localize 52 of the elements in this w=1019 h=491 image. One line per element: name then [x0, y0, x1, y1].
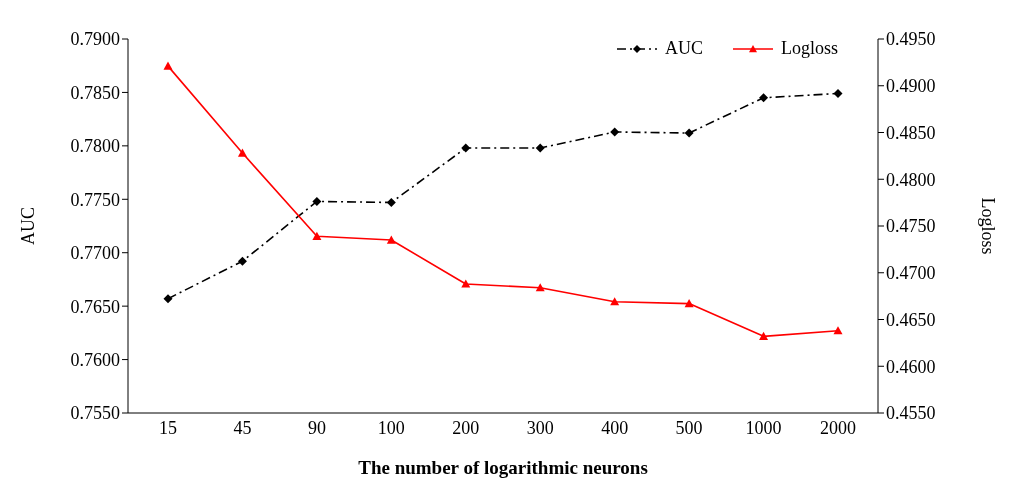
y2-tick-label: 0.4750: [886, 216, 936, 237]
x-tick-label: 90: [307, 417, 326, 438]
point: [461, 143, 471, 153]
y2-tick-label: 0.4650: [886, 309, 936, 330]
point: [535, 283, 545, 292]
point: [833, 89, 843, 98]
point: [684, 299, 694, 308]
y2-tick-label: 0.4850: [886, 122, 936, 143]
y2-tick-label: 0.4550: [886, 403, 936, 424]
y-tick-label: 0.7600: [70, 349, 120, 370]
y-axis-title: AUC: [18, 206, 39, 246]
point: [163, 294, 173, 304]
x-tick-label: 15: [159, 417, 177, 438]
y-tick-label: 0.7750: [70, 189, 120, 210]
x-tick-label: 300: [526, 417, 554, 438]
x-tick-label: 2000: [820, 417, 856, 438]
legend-label: AUC: [664, 38, 703, 59]
y-tick-label: 0.7550: [70, 403, 120, 424]
y2-tick-label: 0.4800: [886, 169, 936, 190]
y2-axis-title: Logloss: [977, 197, 998, 255]
y2-tick-label: 0.4700: [886, 263, 936, 284]
point: [610, 297, 620, 306]
y-tick-label: 0.7850: [70, 82, 120, 103]
point: [759, 331, 769, 340]
y-tick-label: 0.7900: [70, 29, 120, 50]
x-tick-label: 100: [377, 417, 405, 438]
y-tick-label: 0.7700: [70, 243, 120, 264]
y2-tick-label: 0.4600: [886, 356, 936, 377]
legend-label: Logloss: [780, 38, 838, 59]
y2-tick-label: 0.4950: [886, 29, 936, 50]
x-tick-label: 500: [675, 417, 703, 438]
point: [684, 128, 694, 138]
point: [237, 256, 247, 266]
point: [312, 196, 322, 206]
x-tick-label: 45: [233, 417, 252, 438]
x-tick-label: 400: [601, 417, 629, 438]
point: [759, 93, 769, 103]
point: [386, 235, 396, 244]
point: [833, 326, 843, 335]
point: [535, 143, 545, 153]
y-tick-label: 0.7650: [70, 296, 120, 317]
point: [386, 197, 396, 207]
y-tick-label: 0.7800: [70, 136, 120, 157]
x-tick-label: 200: [452, 417, 480, 438]
point: [461, 279, 471, 288]
y2-tick-label: 0.4900: [886, 76, 936, 97]
point: [237, 148, 247, 157]
point: [610, 127, 620, 137]
point: [163, 61, 173, 70]
x-tick-label: 1000: [745, 417, 782, 438]
x-axis-title: The number of logarithmic neurons: [358, 457, 648, 479]
point: [312, 231, 322, 240]
